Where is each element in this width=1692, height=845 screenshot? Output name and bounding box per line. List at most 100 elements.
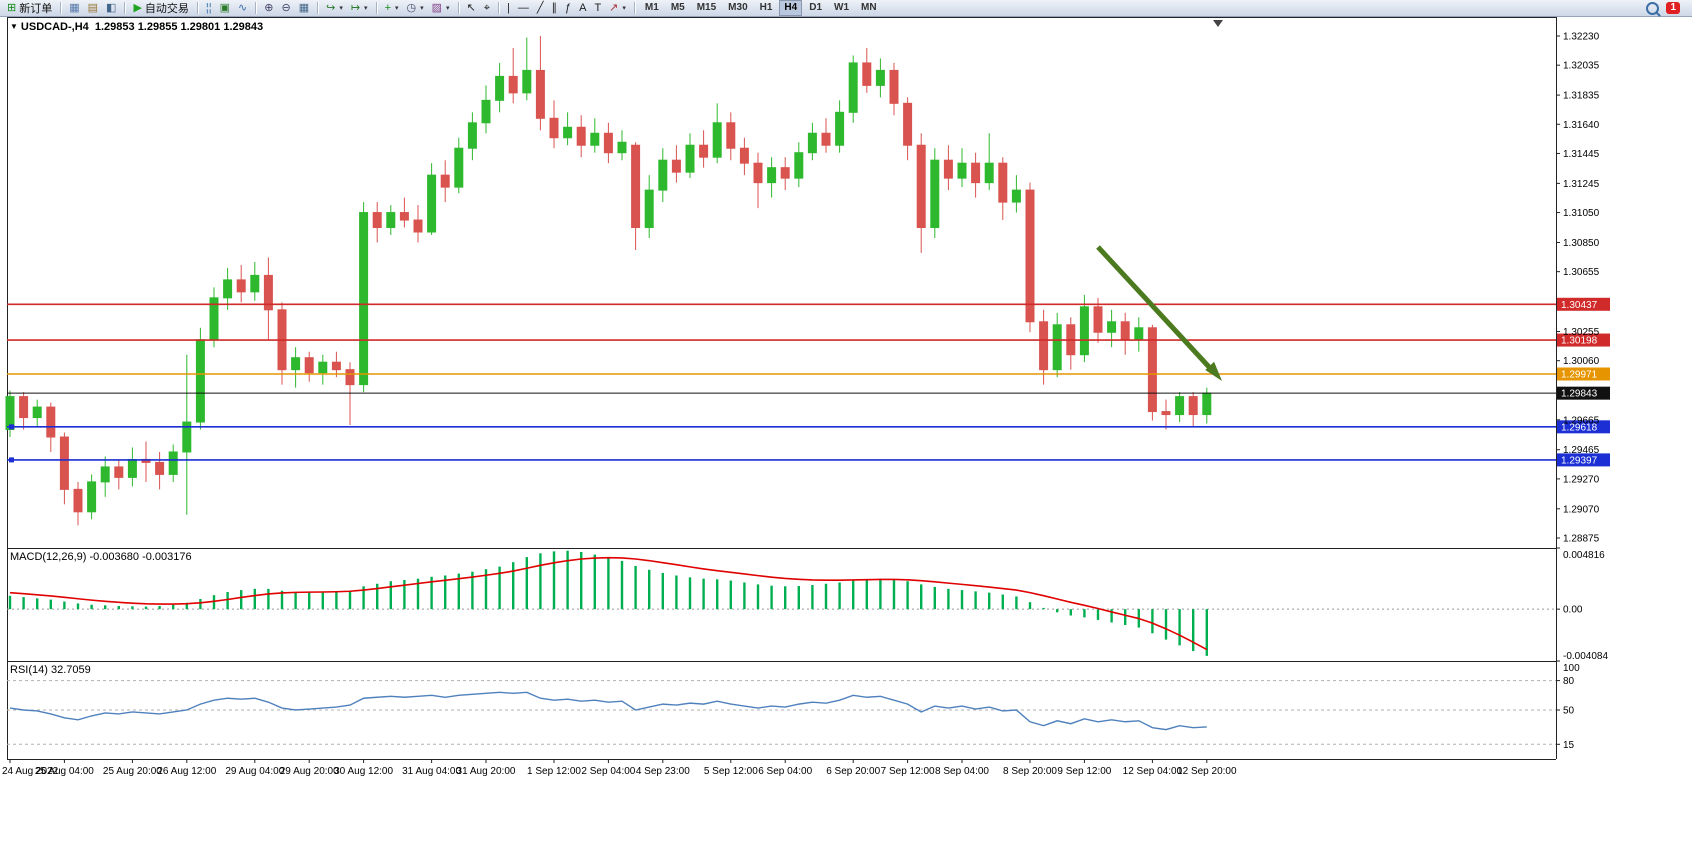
crosshair-icon-glyph: ⌖ — [483, 1, 490, 14]
price-line-badge-label: 1.29397 — [1561, 455, 1598, 466]
new-order-button[interactable]: ⊞ 新订单 — [4, 1, 55, 16]
chart-shift-marker[interactable] — [1213, 20, 1223, 27]
caret-down-icon: ▾ — [622, 5, 626, 12]
auto-scroll-icon[interactable]: ↪ ▾ — [323, 1, 346, 16]
arrows-button[interactable]: ↗ ▾ — [606, 1, 629, 16]
candle — [862, 62, 872, 86]
timeframe-h1-button[interactable]: H1 — [759, 2, 773, 13]
trend-arrow-annotation[interactable] — [1096, 245, 1212, 370]
line-handle[interactable] — [9, 457, 14, 463]
horizontal-line-icon[interactable]: — — [515, 1, 532, 16]
candle — [807, 132, 817, 154]
price-axis-label: 1.32035 — [1563, 61, 1600, 72]
line-chart-icon[interactable]: ∿ — [235, 1, 250, 16]
candle — [1052, 324, 1062, 371]
candle — [440, 174, 450, 188]
toolbar-separator — [124, 2, 126, 14]
timeframe-mn-button[interactable]: MN — [861, 2, 877, 13]
label-icon[interactable]: T — [591, 1, 604, 16]
timeframe-m15-button[interactable]: M15 — [696, 2, 717, 13]
time-axis-label: 12 Sep 20:00 — [1177, 766, 1237, 777]
candle — [495, 75, 505, 101]
text-icon[interactable]: A — [576, 1, 589, 16]
toolbar-separator — [196, 2, 198, 14]
indicators-button[interactable]: + ▾ — [382, 1, 402, 16]
channel-icon[interactable]: ∥ — [548, 1, 560, 16]
market-watch-icon-glyph: ◧ — [106, 1, 117, 14]
candle — [331, 361, 341, 371]
trend-arrow-head[interactable] — [1205, 361, 1222, 381]
rsi-axis-label: 50 — [1563, 706, 1575, 717]
macd-signal-line — [9, 556, 1208, 651]
crosshair-icon[interactable]: ⌖ — [481, 1, 493, 16]
candle — [168, 451, 178, 475]
candle — [386, 212, 396, 229]
candle — [100, 466, 110, 483]
toolbar-separator — [375, 2, 377, 14]
candle — [59, 436, 69, 490]
bar-chart-icon[interactable]: ¦¦ — [203, 1, 215, 16]
chart-canvas: 1.30437 1.30198 1.29971 1.29843 1.29618 1.293… — [2, 17, 1610, 777]
templates-button[interactable]: ▨ ▾ — [429, 1, 453, 16]
candle — [155, 461, 165, 475]
timeframe-m30-button[interactable]: M30 — [728, 2, 748, 13]
search-icon[interactable] — [1646, 1, 1660, 15]
timeframe-w1-button[interactable]: W1 — [834, 2, 850, 13]
price-axis-label: 1.31640 — [1563, 120, 1600, 131]
symbol-dropdown-icon[interactable]: ▼ — [10, 22, 18, 31]
cursor-icon[interactable]: ↖ — [464, 1, 479, 16]
candlestick-icon[interactable]: ▣ — [217, 1, 233, 16]
candle — [984, 162, 994, 184]
timeframe-h4-button[interactable]: H4 — [779, 0, 803, 16]
new-order-button-glyph: ⊞ — [7, 1, 17, 14]
price-axis-label: 1.31445 — [1563, 149, 1600, 160]
candle — [195, 339, 205, 423]
candle — [563, 126, 573, 139]
zoom-out-icon-glyph: ⊖ — [281, 1, 291, 14]
candle — [1079, 306, 1089, 356]
charts-grid-icon[interactable]: ▦ — [66, 1, 82, 16]
price-line-badge — [1557, 420, 1610, 434]
macd-axis-label: 0.004816 — [1563, 550, 1605, 561]
candle — [1161, 411, 1171, 416]
periods-button-glyph: ◷ — [406, 1, 417, 14]
candle — [114, 466, 124, 478]
vertical-line-icon[interactable]: | — [504, 1, 513, 16]
notification-badge[interactable]: 1 — [1666, 2, 1680, 14]
toolbar: ⊞ 新订单 ▦ ▤ ◧ ▶ 自动交易 ¦¦ ▣ ∿ ⊕ ⊖ ▦ ↪ ▾ ↦ ▾ + ▾ ◷ ▾ ▨ ▾ ↖ ⌖ | — ╱ ∥ ƒ A T ↗ ▾… — [0, 0, 1692, 17]
text-icon-glyph: A — [579, 1, 587, 14]
fibonacci-icon-glyph: ƒ — [564, 1, 572, 14]
time-axis-label: 6 Sep 04:00 — [758, 766, 812, 777]
periods-button[interactable]: ◷ ▾ — [404, 1, 427, 16]
candle — [481, 99, 491, 124]
timeframe-m5-button[interactable]: M5 — [670, 2, 685, 13]
time-axis-label: 8 Sep 20:00 — [1003, 766, 1057, 777]
candle — [699, 144, 709, 158]
candle — [1025, 189, 1035, 323]
candle — [848, 62, 858, 113]
zoom-in-icon[interactable]: ⊕ — [261, 1, 276, 16]
trendline-icon[interactable]: ╱ — [534, 1, 547, 16]
chart-shift-icon[interactable]: ↦ ▾ — [348, 1, 371, 16]
timeframe-d1-button[interactable]: D1 — [809, 2, 823, 13]
tile-windows-icon-glyph: ▦ — [298, 1, 310, 14]
autotrading-button[interactable]: ▶ 自动交易 — [130, 1, 191, 16]
price-axis-label: 1.29665 — [1563, 415, 1600, 426]
candle — [359, 212, 369, 386]
zoom-out-icon[interactable]: ⊖ — [278, 1, 293, 16]
price-line-badge-label: 1.30198 — [1561, 336, 1598, 347]
candle — [739, 147, 749, 164]
timeframe-m1-button[interactable]: M1 — [644, 2, 659, 13]
profiles-icon[interactable]: ▤ — [85, 1, 101, 16]
tile-windows-icon[interactable]: ▦ — [296, 1, 312, 16]
candle — [1093, 306, 1103, 333]
toolbar-separator — [317, 2, 319, 14]
fibonacci-icon[interactable]: ƒ — [562, 1, 574, 16]
charts-grid-icon-glyph: ▦ — [69, 1, 80, 14]
candle — [1039, 321, 1049, 371]
price-line-badge — [1557, 453, 1610, 467]
line-handle[interactable] — [9, 424, 14, 430]
candle — [1202, 392, 1212, 416]
candle — [1147, 327, 1157, 413]
market-watch-icon[interactable]: ◧ — [103, 1, 119, 16]
